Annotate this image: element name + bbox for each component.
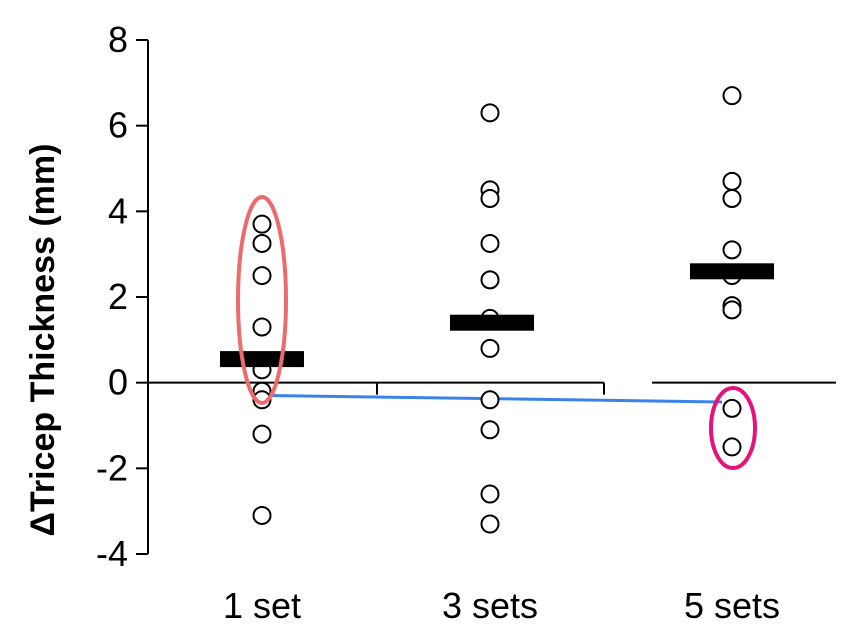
y-tick-label: -2: [96, 447, 128, 488]
data-point: [480, 514, 500, 534]
highlight-ellipse-left: [236, 195, 288, 405]
data-point: [722, 188, 742, 208]
data-points: [252, 86, 742, 534]
data-point: [252, 266, 272, 286]
y-axis-title: ΔTricep Thickness (mm): [24, 144, 62, 537]
data-point: [722, 398, 742, 418]
data-point: [252, 214, 272, 234]
data-point: [722, 86, 742, 106]
data-point: [480, 420, 500, 440]
data-point: [252, 233, 272, 253]
y-tick-label: -4: [96, 533, 128, 574]
data-point: [480, 188, 500, 208]
mean-bar: [450, 314, 534, 331]
y-tick-label: 2: [108, 276, 128, 317]
data-point: [722, 437, 742, 457]
data-point: [722, 171, 742, 191]
data-point: [252, 317, 272, 337]
annotations-front: [236, 195, 757, 470]
data-point: [252, 424, 272, 444]
y-tick-label: 6: [108, 105, 128, 146]
data-point: [480, 338, 500, 358]
data-point: [480, 390, 500, 410]
y-tick-label: 4: [108, 190, 128, 231]
data-point: [480, 103, 500, 123]
x-category-label: 1 set: [223, 585, 301, 626]
data-point: [722, 300, 742, 320]
x-category-label: 5 sets: [684, 585, 780, 626]
mean-bar: [690, 263, 774, 280]
data-point: [480, 233, 500, 253]
data-point: [722, 240, 742, 260]
data-point: [480, 484, 500, 504]
y-tick-label: 8: [108, 19, 128, 60]
x-category-label: 3 sets: [442, 585, 538, 626]
highlight-ellipse-right: [709, 386, 757, 470]
axes: 8 6 4 2 0 -2 -4 1 set 3 sets 5 sets: [96, 19, 836, 626]
data-point: [480, 270, 500, 290]
y-tick-label: 0: [108, 362, 128, 403]
mean-bar: [220, 351, 304, 368]
data-point: [252, 505, 272, 525]
